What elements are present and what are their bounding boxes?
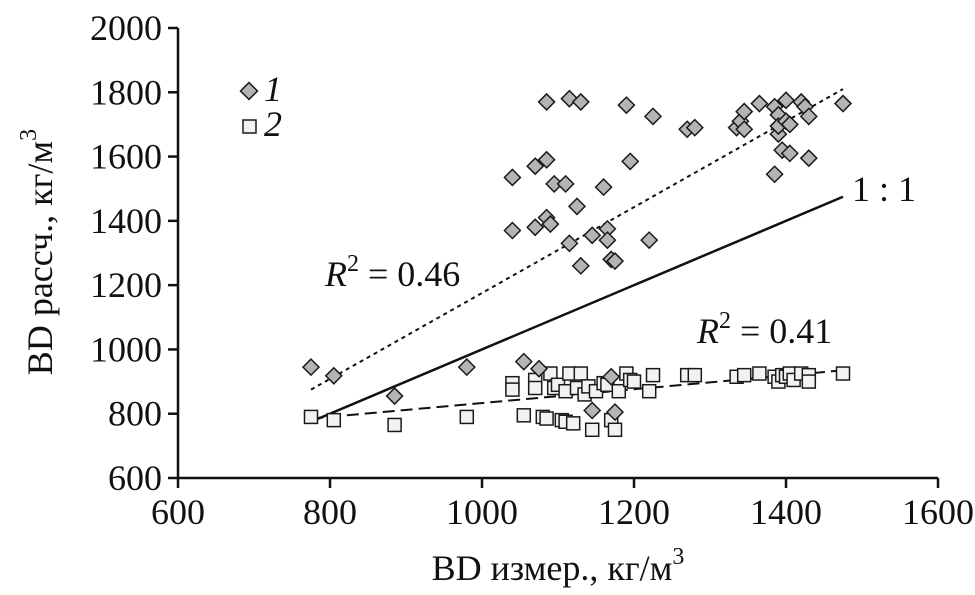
series-1-point <box>594 178 613 197</box>
series-1-point <box>583 226 602 245</box>
series-1-point <box>605 403 625 422</box>
series-2-point <box>584 422 600 438</box>
x-tick-label: 1200 <box>598 492 670 532</box>
y-tick-label: 800 <box>108 394 162 434</box>
series-2-point <box>387 417 402 433</box>
series-1-point <box>735 120 754 139</box>
x-axis-title: BD измер., кг/м3 <box>432 544 685 588</box>
series-1-point <box>643 107 663 126</box>
y-tick-label: 2000 <box>90 8 162 48</box>
series-2-points <box>303 366 851 438</box>
series-1-point <box>621 152 640 171</box>
series-1-point <box>799 107 818 126</box>
series-1-point <box>583 401 602 420</box>
series-1-point <box>526 218 545 237</box>
series-1-point <box>503 221 522 240</box>
series-2-point <box>505 382 520 397</box>
x-tick-label: 1400 <box>750 492 822 532</box>
series-2-point <box>539 411 554 426</box>
series-2-point <box>527 380 543 396</box>
y-tick-label: 1600 <box>90 137 162 177</box>
series-1-point <box>571 92 590 111</box>
series-1-point <box>301 358 321 377</box>
x-tick-label: 1600 <box>902 492 974 532</box>
y-axis-title: BD рассч., кг/м3 <box>16 129 60 375</box>
series-2-point <box>611 383 627 399</box>
y-tick-label: 1400 <box>90 201 162 241</box>
series-2-point <box>736 367 752 383</box>
legend: 1 2 <box>239 69 282 144</box>
y-ticks: 600 800 1000 1200 1400 1600 1800 2000 <box>90 8 178 498</box>
one-to-one-label: 1 : 1 <box>852 169 916 209</box>
series-1-point <box>833 94 853 113</box>
series-1-point <box>765 165 784 184</box>
one-to-one-line <box>310 195 844 423</box>
series-1-point <box>780 115 799 134</box>
series-2-point <box>835 366 851 381</box>
series-1-point <box>602 367 621 386</box>
series-2-point <box>516 408 532 423</box>
y-tick-label: 1200 <box>90 265 162 305</box>
series-1-point <box>776 91 796 110</box>
x-ticks: 600 800 1000 1200 1400 1600 <box>151 478 974 532</box>
x-tick-label: 600 <box>151 492 205 532</box>
series-1-point <box>537 150 556 169</box>
r2-label-series-1: R2 = 0.46 <box>324 251 460 294</box>
series-1-point <box>526 157 545 176</box>
series-1-point <box>685 118 704 137</box>
series-2-point <box>459 409 475 425</box>
x-tick-label: 800 <box>303 492 357 532</box>
trend-lines <box>310 88 844 423</box>
series-1-point <box>640 231 659 250</box>
legend-label-2: 2 <box>264 104 282 144</box>
series-1-point <box>385 386 404 406</box>
series-2-point <box>607 422 623 438</box>
series-1-points <box>301 89 853 422</box>
y-tick-label: 600 <box>108 458 162 498</box>
series-1-point <box>780 144 799 163</box>
series-1-point <box>605 251 625 271</box>
series-1-point <box>503 168 522 187</box>
series-1-point <box>799 149 818 168</box>
series-1-point <box>529 359 549 378</box>
series-1-point <box>750 94 769 113</box>
series-1-point <box>598 231 617 250</box>
axes <box>176 28 938 480</box>
series-1-point <box>537 92 556 111</box>
series-1-point <box>324 366 343 385</box>
series-2-point <box>573 366 589 381</box>
series-2-point <box>687 367 703 383</box>
series-1-point <box>556 174 575 193</box>
series-1-point <box>735 102 754 121</box>
series-1-point <box>567 197 587 216</box>
series-1-point <box>541 215 560 234</box>
series-1-point <box>571 256 590 275</box>
series-1-point <box>617 96 636 115</box>
series-2-point <box>752 366 767 381</box>
legend-square-marker <box>242 119 257 134</box>
series-2-point <box>565 416 581 431</box>
series-2-point <box>645 367 661 383</box>
r2-label-series-2: R2 = 0.41 <box>696 308 832 351</box>
series-1-point <box>457 358 476 377</box>
series-2-point <box>801 374 817 389</box>
legend-label-1: 1 <box>264 69 282 109</box>
legend-diamond-marker <box>239 81 259 101</box>
series-2-point <box>303 409 319 425</box>
trend-line-series-1 <box>310 88 844 391</box>
series-2-point <box>543 366 558 381</box>
x-tick-label: 1000 <box>446 492 518 532</box>
series-2-point <box>626 374 642 389</box>
series-2-point <box>326 412 342 428</box>
y-tick-label: 1000 <box>90 329 162 369</box>
series-1-point <box>514 352 533 371</box>
y-tick-label: 1800 <box>90 72 162 112</box>
series-2-point <box>641 383 657 399</box>
series-1-point <box>560 234 579 253</box>
